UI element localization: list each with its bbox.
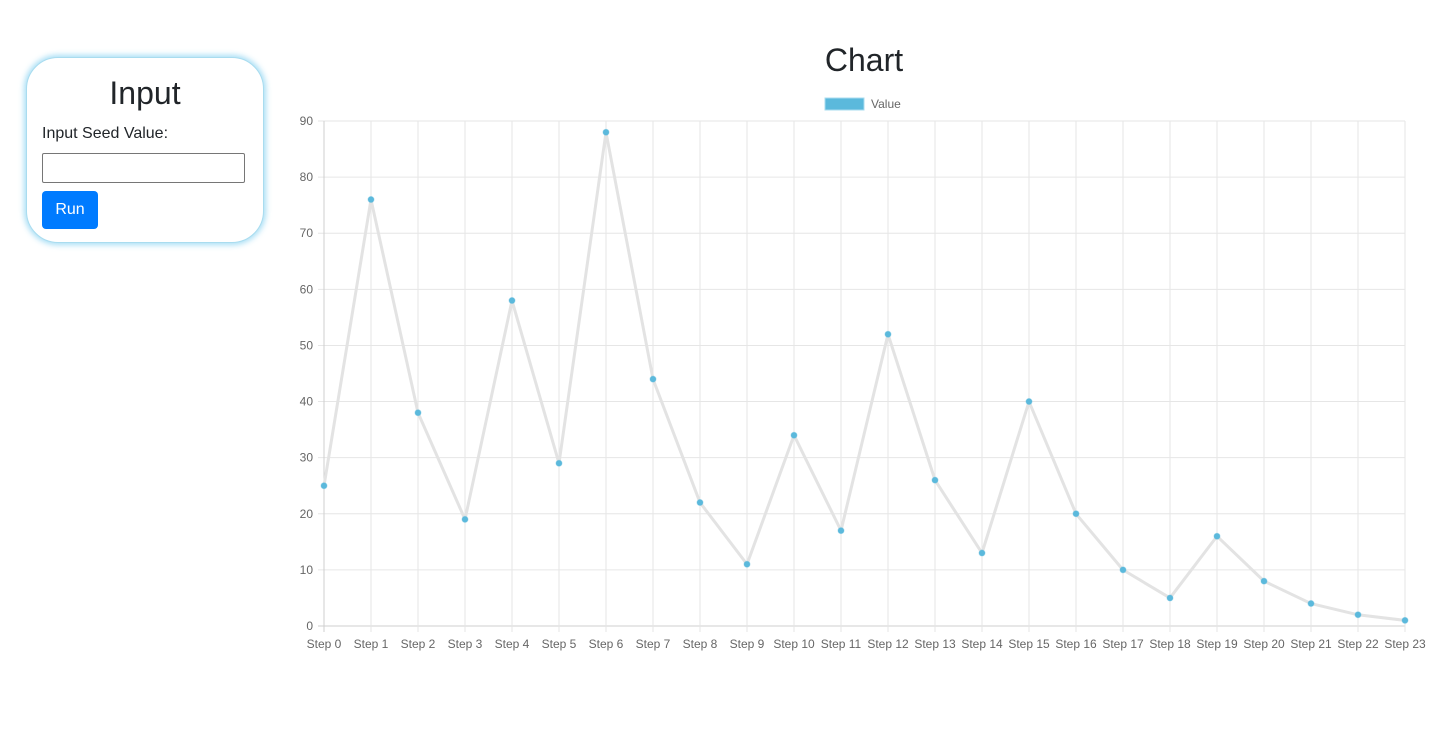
x-tick-label: Step 0	[307, 637, 342, 651]
data-point	[931, 476, 939, 484]
x-tick-label: Step 1	[354, 637, 389, 651]
x-tick-label: Step 12	[867, 637, 909, 651]
data-point	[555, 459, 563, 467]
x-tick-label: Step 7	[636, 637, 671, 651]
data-point	[649, 375, 657, 383]
seed-value-label: Input Seed Value:	[42, 125, 169, 142]
y-tick-label: 70	[300, 226, 314, 240]
x-tick-label: Step 14	[961, 637, 1003, 651]
data-point	[602, 128, 610, 136]
x-tick-label: Step 17	[1102, 637, 1144, 651]
data-point	[1260, 577, 1268, 585]
x-tick-label: Step 8	[683, 637, 718, 651]
data-point	[1072, 510, 1080, 518]
x-tick-label: Step 9	[730, 637, 765, 651]
input-panel-title: Input	[109, 75, 181, 111]
y-tick-label: 10	[300, 563, 314, 577]
y-axis-ticks: 0 10 20 30 40 50 60 70 80 90	[300, 114, 314, 633]
data-point	[1401, 616, 1409, 624]
data-point	[1307, 600, 1315, 608]
y-tick-label: 40	[300, 395, 314, 409]
x-tick-label: Step 5	[542, 637, 577, 651]
chart-points	[320, 128, 1409, 624]
data-point	[1354, 611, 1362, 619]
data-point	[1166, 594, 1174, 602]
x-tick-label: Step 3	[448, 637, 483, 651]
x-tick-label: Step 20	[1243, 637, 1285, 651]
chart-legend: Value	[824, 97, 901, 111]
data-point	[320, 482, 328, 490]
legend-swatch	[824, 97, 865, 111]
x-tick-label: Step 2	[401, 637, 436, 651]
seed-value-input[interactable]	[42, 153, 245, 183]
x-tick-label: Step 4	[495, 637, 530, 651]
chart-title: Chart	[824, 42, 904, 78]
x-tick-label: Step 11	[821, 637, 862, 651]
y-tick-label: 50	[300, 338, 314, 352]
data-point	[414, 409, 422, 417]
y-tick-label: 30	[300, 451, 314, 465]
x-axis-ticks: Step 0 Step 1 Step 2 Step 3 Step 4 Step 5 Step…	[307, 637, 1426, 651]
data-point	[508, 297, 516, 305]
input-panel: Input Input Seed Value: Run	[26, 57, 264, 243]
data-point	[696, 499, 704, 507]
legend-label: Value	[871, 97, 901, 111]
y-tick-label: 0	[306, 619, 313, 633]
y-tick-label: 60	[300, 282, 314, 296]
x-tick-label: Step 15	[1008, 637, 1050, 651]
chart-grid	[318, 120, 1406, 632]
run-button[interactable]: Run	[42, 191, 98, 229]
x-tick-label: Step 18	[1149, 637, 1191, 651]
y-tick-label: 80	[300, 170, 314, 184]
data-point	[884, 330, 892, 338]
data-point	[1025, 398, 1033, 406]
data-point	[978, 549, 986, 557]
y-tick-label: 90	[300, 114, 314, 128]
x-tick-label: Step 22	[1337, 637, 1379, 651]
data-point	[1119, 566, 1127, 574]
data-point	[367, 196, 375, 204]
data-point	[743, 560, 751, 568]
x-tick-label: Step 6	[589, 637, 624, 651]
data-point	[790, 431, 798, 439]
chart-series	[322, 130, 1406, 622]
data-point	[1213, 532, 1221, 540]
x-tick-label: Step 23	[1384, 637, 1426, 651]
x-tick-label: Step 21	[1290, 637, 1332, 651]
x-tick-label: Step 13	[914, 637, 956, 651]
data-point	[837, 527, 845, 535]
x-tick-label: Step 16	[1055, 637, 1097, 651]
x-tick-label: Step 19	[1196, 637, 1238, 651]
y-tick-label: 20	[300, 507, 314, 521]
x-tick-label: Step 10	[773, 637, 815, 651]
data-point	[461, 515, 469, 523]
series-line-value	[322, 130, 1406, 622]
